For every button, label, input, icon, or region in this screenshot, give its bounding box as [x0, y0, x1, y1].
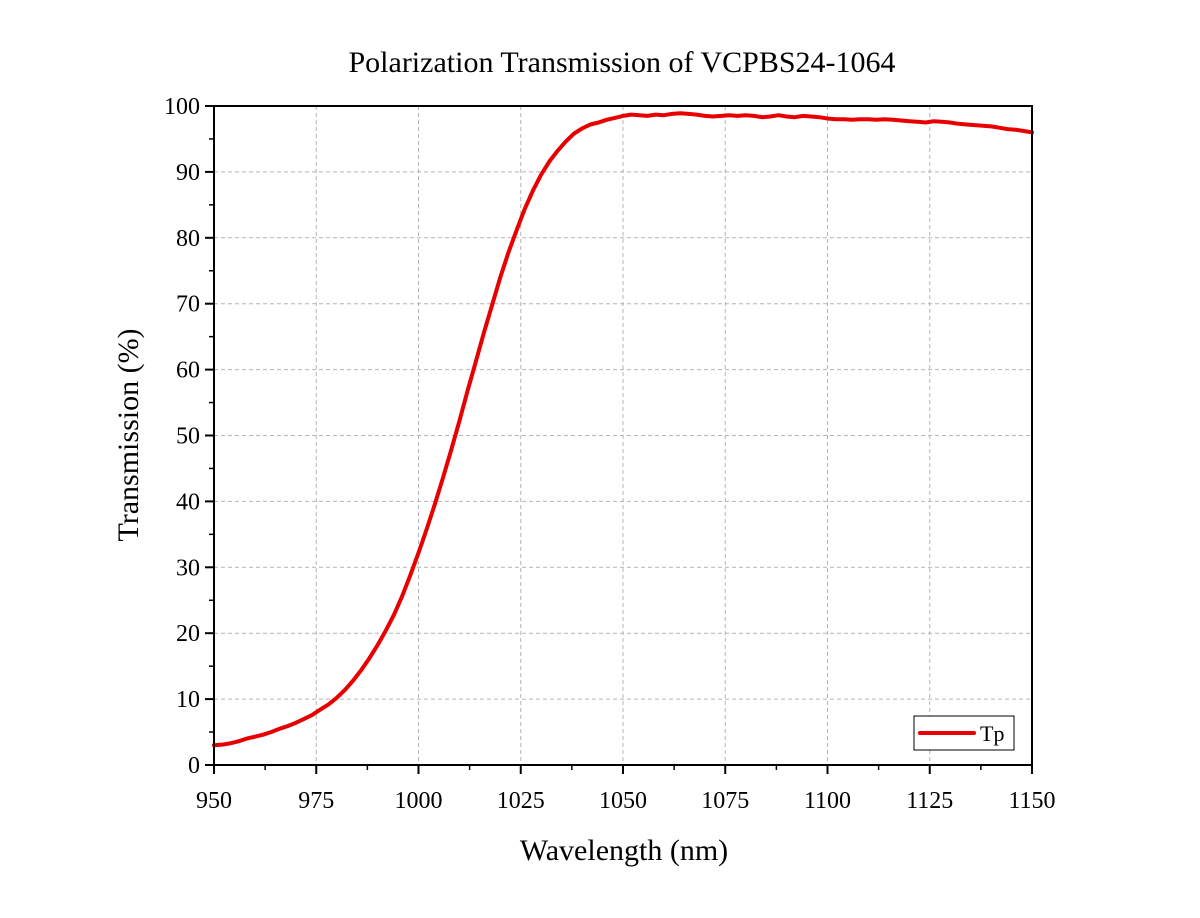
y-tick-label: 50 [176, 424, 200, 450]
plot-series [212, 111, 1034, 748]
y-tick-label: 90 [176, 160, 200, 186]
y-tick-label: 0 [188, 753, 200, 779]
grid [214, 106, 1032, 765]
y-tick-label: 40 [176, 489, 200, 515]
series-line-tp [212, 111, 1034, 748]
x-tick-label: 975 [298, 788, 334, 814]
y-tick-label: 100 [164, 94, 200, 120]
y-tick-label: 10 [176, 687, 200, 713]
y-tick-label: 60 [176, 358, 200, 384]
x-tick-label: 950 [196, 788, 232, 814]
legend-label-tp: Tp [980, 721, 1004, 746]
y-tick-label: 80 [176, 226, 200, 252]
axis-ticks: 950 975 1000 1025 1050 1075 1100 1125 1150 0 10 20 3… [164, 94, 1056, 814]
x-tick-label: 1000 [395, 788, 443, 814]
x-tick-label: 1025 [497, 788, 545, 814]
y-tick-label: 70 [176, 292, 200, 318]
x-tick-label: 1150 [1008, 788, 1055, 814]
legend: Tp [913, 715, 1015, 751]
x-tick-label: 1125 [906, 788, 953, 814]
chart-title: Polarization Transmission of VCPBS24-106… [348, 46, 895, 79]
x-tick-label: 1100 [804, 788, 851, 814]
y-tick-label: 20 [176, 621, 200, 647]
y-axis-label: Transmission (%) [112, 328, 145, 541]
x-axis-label: Wavelength (nm) [520, 834, 728, 867]
x-tick-label: 1050 [599, 788, 647, 814]
x-tick-label: 1075 [701, 788, 749, 814]
y-tick-label: 30 [176, 555, 200, 581]
